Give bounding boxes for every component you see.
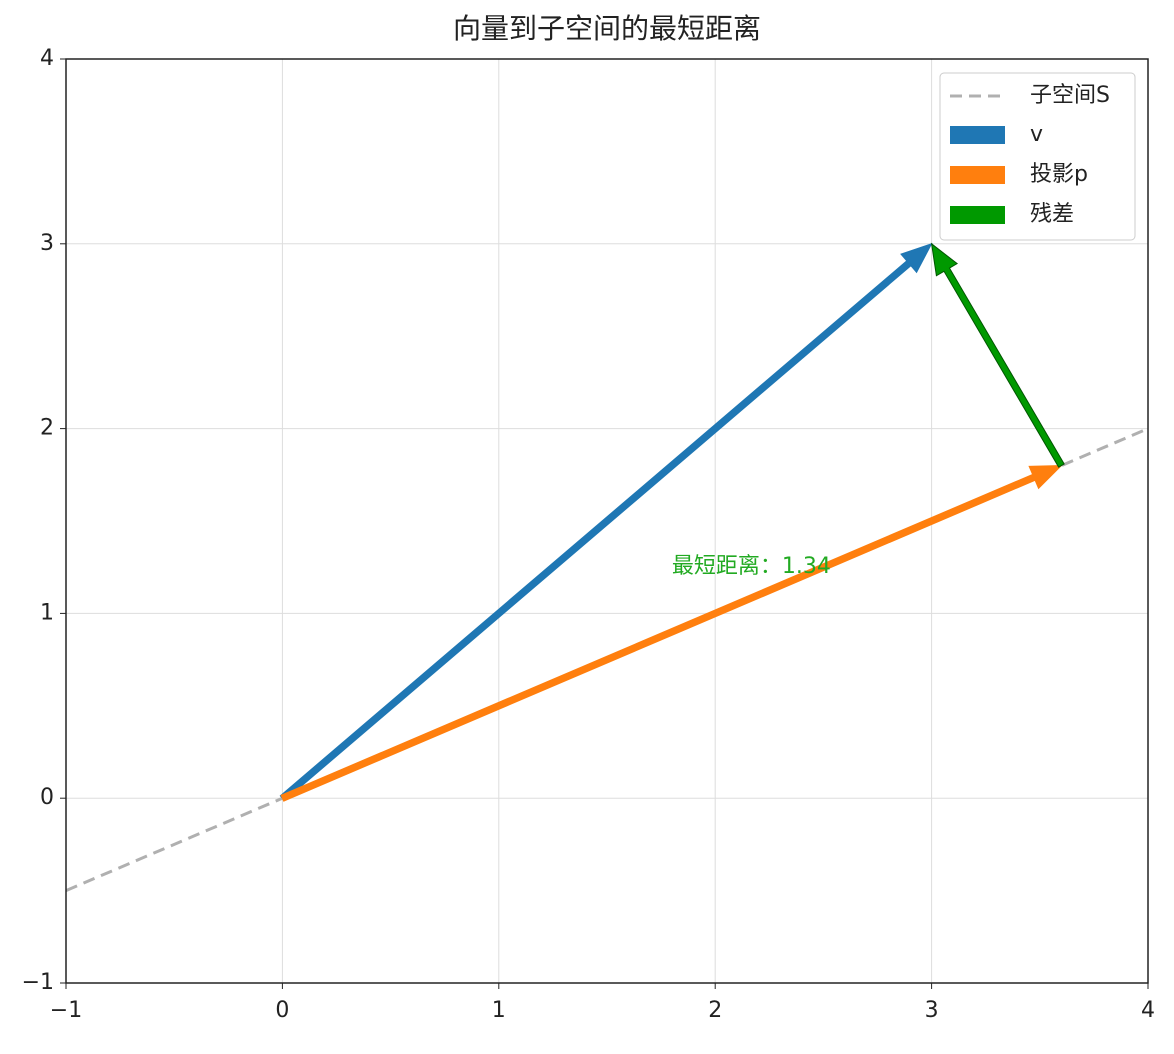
vector-arrow bbox=[930, 242, 1065, 468]
legend-label: 子空间S bbox=[1030, 83, 1110, 108]
axes-frame bbox=[65, 58, 1149, 984]
x-tick-label: 1 bbox=[492, 998, 506, 1023]
legend-label: 残差 bbox=[1030, 202, 1074, 227]
y-tick-label: 3 bbox=[40, 231, 54, 256]
legend-label: v bbox=[1030, 122, 1043, 147]
y-tick-label: 2 bbox=[40, 416, 54, 441]
y-tick-label: −1 bbox=[22, 970, 54, 995]
legend-box bbox=[939, 72, 1136, 241]
annotation: 最短距离：1.34 bbox=[672, 554, 831, 579]
x-tick-label: 4 bbox=[1141, 998, 1155, 1023]
x-tick-label: −1 bbox=[50, 998, 82, 1023]
vector-arrow bbox=[280, 465, 1063, 802]
legend-swatch bbox=[950, 126, 1005, 144]
x-tick-label: 0 bbox=[275, 998, 289, 1023]
x-tick-label: 2 bbox=[708, 998, 722, 1023]
legend-swatch bbox=[950, 166, 1005, 184]
y-tick-label: 0 bbox=[40, 785, 54, 810]
vector-arrow bbox=[279, 242, 933, 802]
legend-label: 投影p bbox=[1030, 162, 1088, 187]
legend: 子空间S v 投影p 残差 bbox=[939, 72, 1136, 241]
x-tick-label: 3 bbox=[925, 998, 939, 1023]
legend-swatch bbox=[950, 206, 1005, 224]
y-tick-label: 4 bbox=[40, 46, 54, 71]
y-tick-label: 1 bbox=[40, 600, 54, 625]
chart-title: 向量到子空间的最短距离 bbox=[453, 12, 761, 45]
